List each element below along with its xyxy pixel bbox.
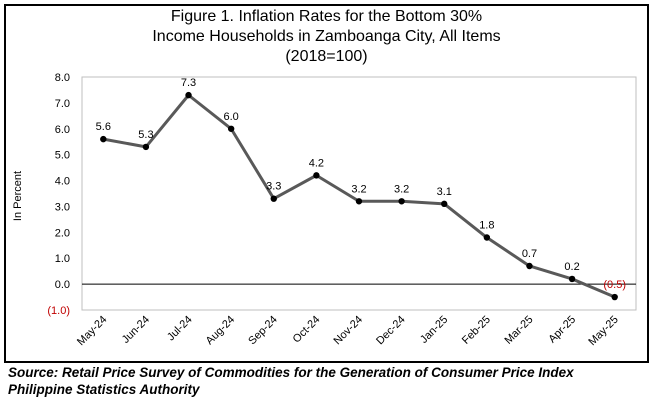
y-tick-label: 6.0 bbox=[55, 124, 70, 136]
chart-title-line-2: Income Households in Zamboanga City, All… bbox=[152, 28, 501, 45]
data-label: 3.2 bbox=[351, 183, 366, 195]
data-label: 0.7 bbox=[522, 248, 537, 260]
y-tick-label: 0.0 bbox=[55, 279, 70, 291]
y-tick-label: 5.0 bbox=[55, 150, 70, 162]
x-tick-label: Sep-24 bbox=[246, 314, 280, 348]
y-tick-label: 2.0 bbox=[55, 227, 70, 239]
y-tick-label: 4.0 bbox=[55, 176, 70, 188]
data-label: 0.2 bbox=[564, 261, 579, 273]
data-point bbox=[142, 143, 150, 151]
data-point bbox=[441, 200, 448, 208]
y-tick-label: 1.0 bbox=[55, 253, 70, 265]
x-tick-label: Feb-25 bbox=[460, 314, 493, 347]
data-label: 3.1 bbox=[437, 186, 452, 198]
x-tick-label: Nov-24 bbox=[332, 314, 366, 348]
source-line-2: Philippine Statistics Authority bbox=[8, 382, 200, 397]
x-tick-label: Apr-25 bbox=[546, 314, 578, 346]
data-point bbox=[483, 234, 491, 241]
series-line bbox=[103, 93, 616, 299]
data-point bbox=[355, 198, 363, 205]
y-tick-label: 3.0 bbox=[55, 201, 70, 213]
chart-title-line-1: Figure 1. Inflation Rates for the Bottom… bbox=[170, 8, 483, 25]
data-point bbox=[313, 172, 320, 179]
x-tick-label: May-25 bbox=[586, 314, 620, 348]
data-point bbox=[526, 262, 533, 270]
x-tick-label: Oct-24 bbox=[291, 314, 323, 346]
data-label: 6.0 bbox=[224, 111, 239, 123]
plot-area bbox=[81, 76, 637, 311]
data-point bbox=[185, 91, 192, 99]
data-label: (0.5) bbox=[603, 279, 626, 291]
y-tick-label: (1.0) bbox=[47, 305, 70, 317]
data-point bbox=[398, 198, 405, 205]
data-label: 5.3 bbox=[138, 129, 153, 141]
data-point bbox=[270, 195, 277, 202]
data-label: 5.6 bbox=[96, 121, 111, 133]
data-point bbox=[227, 125, 235, 132]
data-label: 7.3 bbox=[181, 77, 196, 89]
data-point bbox=[568, 275, 576, 283]
y-tick-label: 7.0 bbox=[55, 98, 70, 110]
chart-frame bbox=[4, 4, 649, 363]
data-label: 3.2 bbox=[394, 183, 409, 195]
x-tick-label: Jun-24 bbox=[120, 314, 152, 346]
data-point bbox=[100, 135, 107, 143]
source-line-1: Source: Retail Price Survey of Commoditi… bbox=[8, 365, 574, 380]
data-label: 3.3 bbox=[266, 181, 281, 193]
x-tick-label: Dec-24 bbox=[374, 314, 408, 348]
x-tick-label: Aug-24 bbox=[204, 314, 238, 348]
data-label: 1.8 bbox=[479, 220, 494, 232]
x-tick-label: Jul-24 bbox=[165, 314, 195, 344]
data-label: 4.2 bbox=[309, 157, 324, 169]
y-tick-label: 8.0 bbox=[55, 72, 70, 84]
chart-title-line-3: (2018=100) bbox=[285, 48, 368, 65]
x-tick-label: Mar-25 bbox=[502, 314, 535, 347]
x-tick-label: May-24 bbox=[75, 314, 109, 348]
x-tick-label: Jan-25 bbox=[418, 314, 450, 346]
data-point bbox=[611, 293, 618, 301]
